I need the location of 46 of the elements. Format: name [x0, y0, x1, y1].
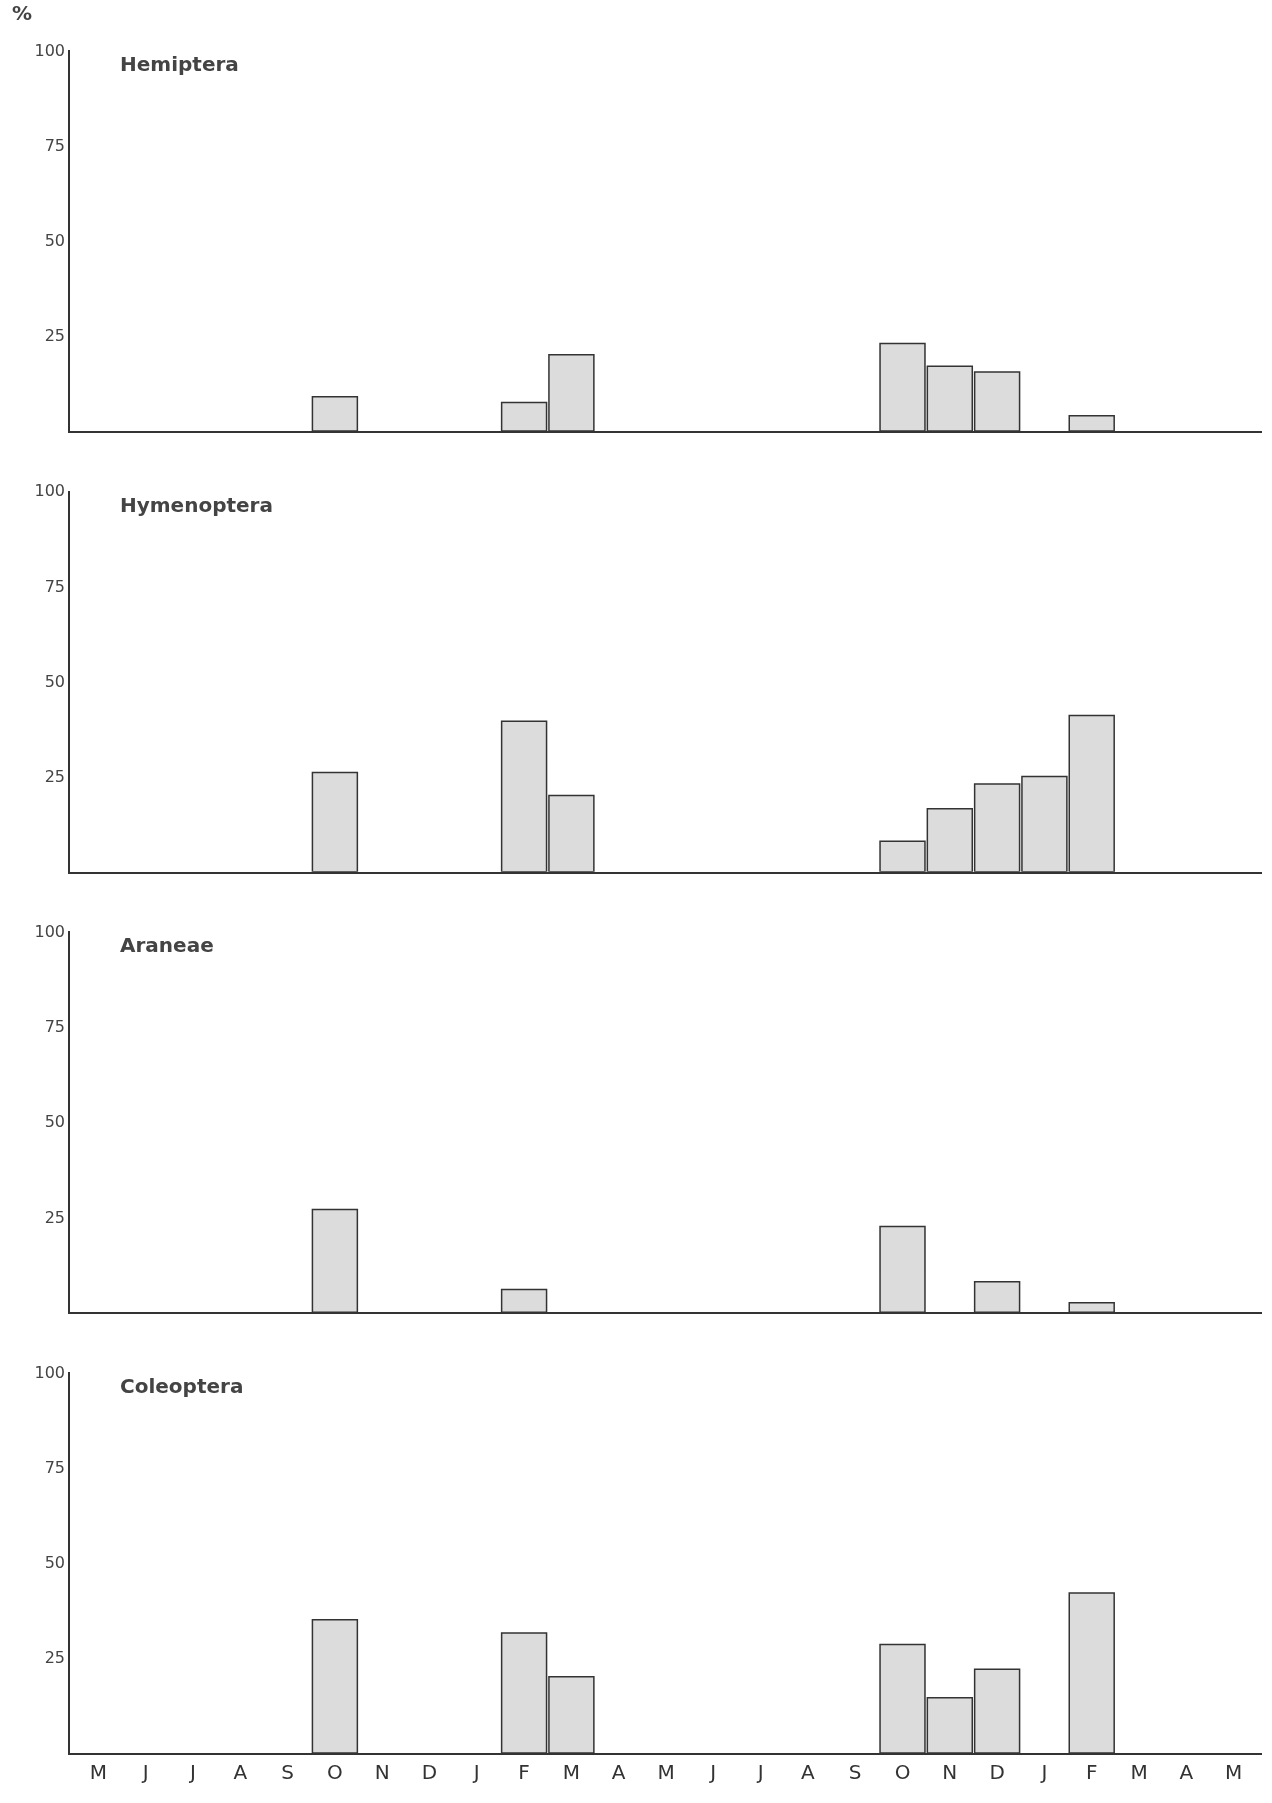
x-tick-label: A: [1179, 1759, 1194, 1784]
y-tick-label: 75: [44, 1457, 66, 1477]
y-tick-label: 25: [44, 767, 66, 787]
x-tick-label: J: [188, 1759, 196, 1784]
x-tick-label: A: [801, 1759, 816, 1784]
x-tick-label: S: [281, 1759, 294, 1784]
chart-title: Hymenoptera: [120, 493, 273, 517]
x-tick-label: A: [233, 1759, 248, 1784]
x-tick-label: D: [989, 1759, 1005, 1784]
x-tick-label: N: [942, 1759, 958, 1784]
y-tick-label: 50: [44, 231, 66, 251]
y-tick-label: 50: [44, 671, 66, 691]
y-tick-label: 100: [34, 921, 66, 941]
y-tick-label: 75: [44, 576, 66, 596]
y-tick-label: 75: [44, 1017, 66, 1037]
y-tick-label: 25: [44, 1207, 66, 1227]
y-tick-label: 100: [34, 40, 66, 60]
y-tick-label: 50: [44, 1553, 66, 1573]
x-tick-label: M: [1130, 1759, 1148, 1784]
chart-title: Hemiptera: [120, 52, 239, 76]
y-tick-label: 50: [44, 1112, 66, 1132]
x-tick-label: S: [848, 1759, 862, 1784]
x-tick-label: J: [1039, 1759, 1048, 1784]
x-tick-label: F: [1085, 1759, 1098, 1784]
x-tick-label: D: [421, 1759, 438, 1784]
chart-title: Coleoptera: [120, 1374, 244, 1398]
x-tick-label: F: [518, 1759, 530, 1784]
x-tick-label: M: [562, 1759, 581, 1784]
y-axis-title: %: [12, 1, 33, 25]
chart-title: Araneae: [120, 933, 214, 957]
x-tick-label: M: [89, 1759, 108, 1784]
x-tick-label: M: [1224, 1759, 1243, 1784]
y-tick-label: 100: [34, 481, 66, 501]
x-tick-label: O: [327, 1759, 343, 1784]
y-tick-label: 75: [44, 135, 66, 155]
x-tick-label: J: [708, 1759, 717, 1784]
x-tick-label: M: [657, 1759, 675, 1784]
x-tick-label: J: [471, 1759, 480, 1784]
x-tick-label: O: [894, 1759, 911, 1784]
x-tick-label: J: [140, 1759, 149, 1784]
x-tick-label: A: [611, 1759, 626, 1784]
y-tick-label: 25: [44, 1648, 66, 1668]
x-tick-label: N: [374, 1759, 390, 1784]
y-tick-label: 25: [44, 326, 66, 346]
x-tick-label: J: [755, 1759, 764, 1784]
y-tick-label: 100: [34, 1362, 66, 1382]
